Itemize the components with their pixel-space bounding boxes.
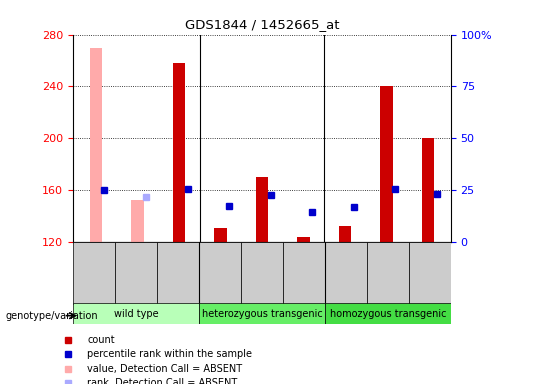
Text: wild type: wild type — [113, 309, 158, 319]
Bar — [199, 242, 241, 305]
Bar — [367, 242, 409, 305]
Bar — [283, 242, 325, 305]
Bar — [73, 303, 199, 324]
Bar — [131, 200, 144, 242]
Bar — [409, 242, 451, 305]
Bar — [325, 303, 451, 324]
Bar — [422, 138, 434, 242]
Bar — [173, 63, 185, 242]
Text: genotype/variation: genotype/variation — [5, 311, 98, 321]
Bar — [325, 242, 367, 305]
Bar — [380, 86, 393, 242]
Bar — [90, 48, 102, 242]
Bar — [214, 228, 227, 242]
Text: count: count — [87, 335, 115, 345]
Title: GDS1844 / 1452665_at: GDS1844 / 1452665_at — [185, 18, 339, 31]
Bar — [157, 242, 199, 305]
Text: percentile rank within the sample: percentile rank within the sample — [87, 349, 252, 359]
Bar — [339, 227, 351, 242]
Text: homozygous transgenic: homozygous transgenic — [329, 309, 446, 319]
Bar — [115, 242, 157, 305]
Text: value, Detection Call = ABSENT: value, Detection Call = ABSENT — [87, 364, 242, 374]
Text: rank, Detection Call = ABSENT: rank, Detection Call = ABSENT — [87, 379, 238, 384]
Bar — [255, 177, 268, 242]
Bar — [297, 237, 309, 242]
Text: heterozygous transgenic: heterozygous transgenic — [201, 309, 322, 319]
Bar — [73, 242, 115, 305]
Bar — [241, 242, 283, 305]
Bar — [199, 303, 325, 324]
